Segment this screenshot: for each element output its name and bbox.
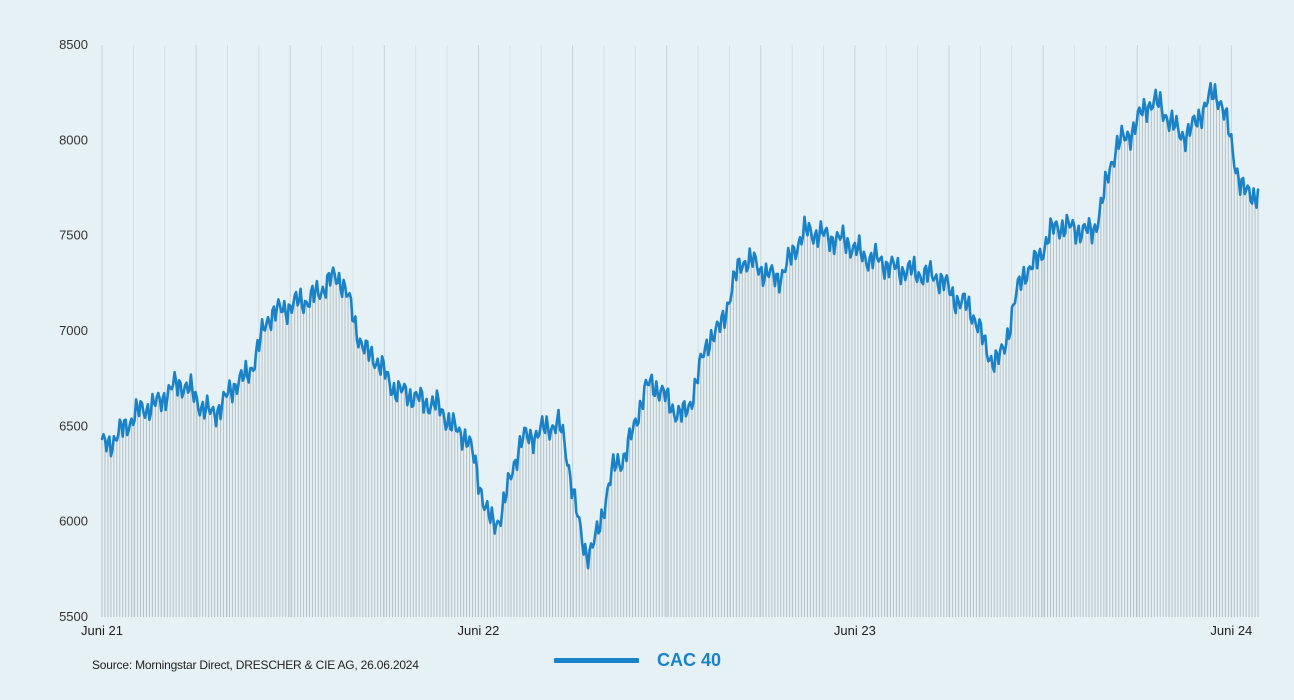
x-tick-label: Juni 22 — [457, 623, 499, 638]
area-fill-bars — [101, 83, 1259, 617]
legend-swatch-cac40 — [554, 658, 639, 663]
y-tick-label: 5500 — [59, 609, 88, 624]
x-tick-label: Juni 23 — [834, 623, 876, 638]
y-tick-label: 6500 — [59, 418, 88, 433]
y-tick-label: 7000 — [59, 323, 88, 338]
legend-label-cac40: CAC 40 — [657, 650, 722, 670]
series-line-cac40 — [100, 81, 1260, 570]
x-tick-label: Juni 24 — [1210, 623, 1252, 638]
legend: CAC 40 — [554, 650, 721, 671]
x-tick-label: Juni 21 — [81, 623, 123, 638]
series-lines — [100, 81, 1260, 570]
y-tick-label: 6000 — [59, 514, 88, 529]
y-axis: 8500 8000 7500 7000 6500 6000 5500 — [59, 37, 88, 624]
y-tick-label: 8000 — [59, 132, 88, 147]
x-axis: Juni 21 Juni 22 Juni 23 Juni 24 — [81, 623, 1252, 638]
source-note: Source: Morningstar Direct, DRESCHER & C… — [92, 658, 419, 672]
y-tick-label: 7500 — [59, 228, 88, 243]
y-tick-label: 8500 — [59, 37, 88, 52]
